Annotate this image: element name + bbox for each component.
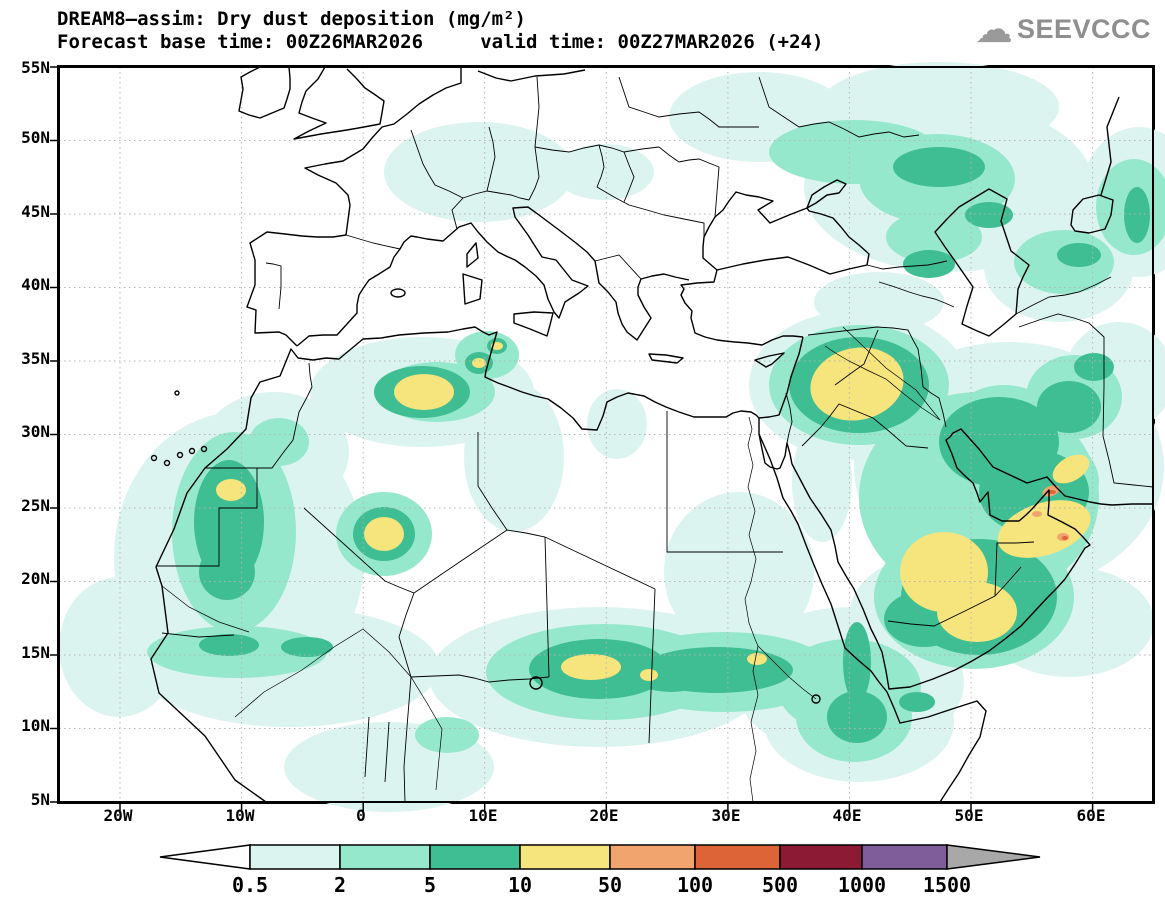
legend-value-label: 1000	[837, 873, 887, 897]
seevccc-cloud-icon: ☁	[974, 7, 1013, 51]
map-plot-area	[50, 62, 1165, 812]
country-borders	[156, 76, 1154, 803]
lon-tick-label: 60E	[1076, 806, 1106, 825]
lon-tick-label: 0	[356, 806, 366, 825]
lon-tick-label: 10E	[468, 806, 498, 825]
legend-segment	[779, 844, 863, 870]
seevccc-logo-text: SEEVCCC	[1016, 13, 1151, 44]
legend-value-label: 50	[597, 873, 623, 897]
lat-tick-label: 20N	[21, 569, 50, 588]
legend-value-label: 500	[761, 873, 799, 897]
legend-value-label: 100	[676, 873, 714, 897]
map-canvas	[50, 62, 1165, 812]
lon-tick-label: 10W	[225, 806, 255, 825]
legend-arrow-left	[159, 844, 251, 870]
legend-value-label: 0.5	[231, 873, 269, 897]
lat-tick-label: 45N	[21, 202, 50, 221]
legend-value-label: 1500	[922, 873, 972, 897]
legend-segment	[429, 844, 521, 870]
lat-tick-label: 5N	[30, 790, 50, 809]
legend-value-label: 10	[507, 873, 533, 897]
axis-ticks	[50, 66, 1094, 811]
map-title: DREAM8—assim: Dry dust deposition (mg/m²…	[57, 8, 526, 30]
legend-value-label: 2	[333, 873, 347, 897]
rivers	[161, 326, 941, 803]
legend-arrow-right	[946, 844, 1041, 870]
coastlines	[150, 66, 1153, 803]
lon-tick-label: 50E	[954, 806, 984, 825]
legend-segment	[249, 844, 341, 870]
legend-segment	[519, 844, 611, 870]
lat-tick-label: 40N	[21, 275, 50, 294]
lat-tick-label: 25N	[21, 496, 50, 515]
lon-tick-label: 30E	[711, 806, 741, 825]
map-subtitle: Forecast base time: 00Z26MAR2026 valid t…	[57, 31, 824, 53]
legend-segment	[339, 844, 431, 870]
lat-tick-label: 30N	[21, 422, 50, 441]
lat-tick-label: 35N	[21, 349, 50, 368]
legend-segment	[694, 844, 781, 870]
seevccc-logo: ☁ SEEVCCC	[975, 10, 1151, 48]
lon-tick-label: 20W	[103, 806, 133, 825]
lat-tick-label: 15N	[21, 643, 50, 662]
legend-value-label: 5	[423, 873, 437, 897]
lat-tick-label: 55N	[21, 58, 50, 77]
map-frame	[50, 66, 1154, 811]
lon-tick-label: 20E	[589, 806, 619, 825]
colorbar-legend	[159, 844, 1041, 870]
legend-segment	[861, 844, 948, 870]
lat-tick-label: 10N	[21, 716, 50, 735]
dust-layer-100	[1048, 490, 1068, 540]
dust-layer-10	[216, 342, 1091, 681]
legend-segment	[609, 844, 696, 870]
lat-tick-label: 50N	[21, 128, 50, 147]
lon-tick-label: 40E	[832, 806, 862, 825]
